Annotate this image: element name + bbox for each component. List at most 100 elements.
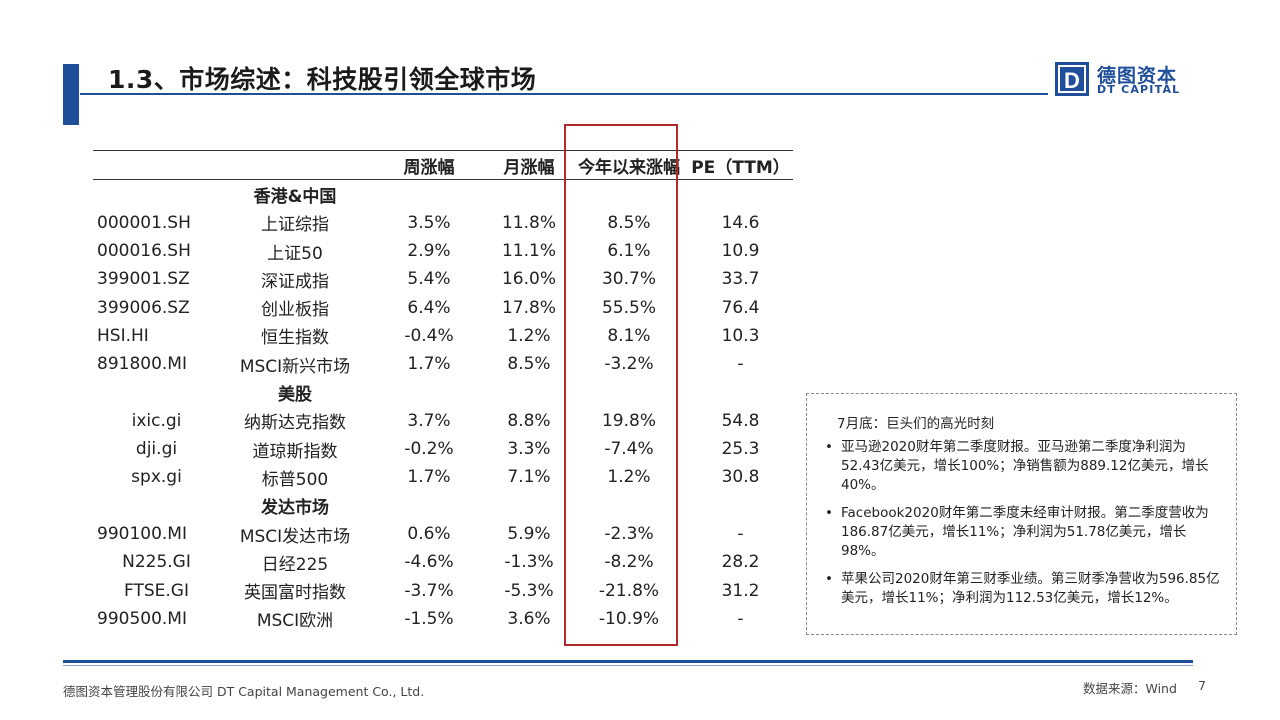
ytd-change: -10.9% — [598, 608, 660, 629]
index-code: 891800.MI — [97, 354, 187, 375]
weekly-change: 3.7% — [407, 410, 451, 431]
index-code: 399006.SZ — [97, 297, 190, 318]
column-header-ytd: 今年以来涨幅 — [578, 157, 680, 178]
index-name: MSCI发达市场 — [239, 526, 351, 547]
table-row: 399001.SZ 深证成指 5.4% 16.0% 30.7% 33.7 — [93, 265, 793, 293]
index-code: 990500.MI — [97, 608, 187, 629]
monthly-change: 3.6% — [507, 608, 551, 629]
index-name: 恒生指数 — [261, 328, 329, 349]
index-name: 英国富时指数 — [244, 583, 346, 604]
monthly-change: 8.8% — [507, 410, 551, 431]
ytd-change: -8.2% — [604, 552, 654, 573]
logo-chinese-name: 德图资本 — [1097, 65, 1178, 87]
weekly-change: 0.6% — [407, 524, 451, 544]
index-name: MSCI新兴市场 — [239, 356, 351, 377]
column-header-monthly: 月涨幅 — [503, 157, 555, 178]
ytd-change: 8.1% — [607, 325, 651, 346]
footer-rule-thin — [63, 665, 1193, 666]
footer-rule — [63, 660, 1193, 663]
table-row: HSI.HI 恒生指数 -0.4% 1.2% 8.1% 10.3 — [93, 322, 793, 350]
monthly-change: 3.3% — [507, 439, 551, 460]
pe-ttm: - — [737, 354, 744, 375]
ytd-change: -2.3% — [604, 524, 654, 544]
weekly-change: 2.9% — [407, 241, 451, 262]
weekly-change: 6.4% — [407, 297, 451, 318]
column-header-pe: PE（TTM） — [691, 157, 790, 178]
index-code: FTSE.GI — [124, 580, 189, 601]
pe-ttm: 33.7 — [721, 269, 760, 290]
page-number: 7 — [1198, 678, 1206, 693]
monthly-change: 11.8% — [501, 212, 556, 233]
column-header-weekly: 周涨幅 — [403, 157, 455, 178]
footer-company: 德图资本管理股份有限公司 DT Capital Management Co., … — [63, 684, 425, 699]
table-row: ixic.gi 纳斯达克指数 3.7% 8.8% 19.8% 54.8 — [93, 407, 793, 435]
table-row: N225.GI 日经225 -4.6% -1.3% -8.2% 28.2 — [93, 548, 793, 576]
index-code: dji.gi — [135, 439, 178, 460]
index-code: 000001.SH — [97, 212, 191, 233]
monthly-change: -5.3% — [504, 580, 554, 601]
index-name: 上证综指 — [261, 215, 329, 236]
footer-data-source: 数据来源：Wind — [1083, 681, 1177, 696]
group-row: 香港&中国 — [93, 180, 793, 209]
svg-text:D: D — [1064, 68, 1080, 93]
index-name: MSCI欧洲 — [256, 611, 334, 632]
pe-ttm: 28.2 — [721, 552, 760, 573]
index-name: 标普500 — [261, 469, 329, 490]
index-code: spx.gi — [131, 467, 182, 488]
column-header — [93, 151, 220, 180]
table-row: 990100.MI MSCI发达市场 0.6% 5.9% -2.3% - — [93, 520, 793, 548]
index-name: 深证成指 — [261, 271, 329, 292]
ytd-change: 30.7% — [601, 269, 656, 290]
title-underline — [80, 93, 1048, 95]
weekly-change: 5.4% — [407, 269, 451, 290]
monthly-change: 17.8% — [501, 297, 556, 318]
logo-english-name: DT CAPITAL — [1097, 83, 1181, 96]
table-row: 399006.SZ 创业板指 6.4% 17.8% 55.5% 76.4 — [93, 293, 793, 321]
table-row: FTSE.GI 英国富时指数 -3.7% -5.3% -21.8% 31.2 — [93, 576, 793, 604]
pe-ttm: 31.2 — [721, 580, 760, 601]
monthly-change: 1.2% — [507, 325, 551, 346]
pe-ttm: 10.9 — [721, 241, 760, 262]
note-item-facebook: Facebook2020财年第二季度未经审计财报。第二季度营收为186.87亿美… — [821, 504, 1221, 561]
pe-ttm: 30.8 — [721, 467, 760, 488]
ytd-change: 6.1% — [607, 241, 651, 262]
title-accent-bar — [63, 64, 79, 125]
pe-ttm: - — [737, 524, 744, 544]
index-name: 日经225 — [261, 554, 329, 575]
pe-ttm: 25.3 — [721, 439, 760, 460]
monthly-change: 11.1% — [501, 241, 556, 262]
weekly-change: 1.7% — [407, 467, 451, 488]
monthly-change: 7.1% — [507, 467, 551, 488]
note-item-amazon: 亚马逊2020财年第二季度财报。亚马逊第二季度净利润为52.43亿美元，增长10… — [821, 438, 1221, 495]
market-index-table: 周涨幅 月涨幅 今年以来涨幅 PE（TTM） 香港&中国 000001.SH 上证… — [93, 150, 793, 633]
pe-ttm: - — [737, 608, 744, 629]
index-name: 创业板指 — [261, 300, 329, 321]
pe-ttm: 76.4 — [721, 297, 760, 318]
monthly-change: 16.0% — [501, 269, 556, 290]
monthly-change: 8.5% — [507, 354, 551, 375]
group-row: 发达市场 — [93, 492, 793, 520]
index-name: 道琼斯指数 — [252, 441, 338, 462]
table-header-row: 周涨幅 月涨幅 今年以来涨幅 PE（TTM） — [93, 150, 793, 180]
group-row: 美股 — [93, 378, 793, 406]
monthly-change: -1.3% — [504, 552, 554, 573]
weekly-change: -0.4% — [404, 325, 454, 346]
column-header — [220, 151, 370, 180]
ytd-change: -7.4% — [604, 439, 654, 460]
weekly-change: -0.2% — [404, 439, 454, 460]
pe-ttm: 14.6 — [721, 212, 760, 233]
weekly-change: 1.7% — [407, 354, 451, 375]
table-row: 000001.SH 上证综指 3.5% 11.8% 8.5% 14.6 — [93, 209, 793, 237]
ytd-change: -21.8% — [598, 580, 660, 601]
ytd-change: 8.5% — [607, 212, 651, 233]
group-label: 发达市场 — [261, 498, 329, 519]
ytd-change: 55.5% — [601, 297, 656, 318]
index-name: 上证50 — [267, 243, 323, 264]
index-code: HSI.HI — [97, 325, 149, 346]
weekly-change: -4.6% — [404, 552, 454, 573]
table-row: spx.gi 标普500 1.7% 7.1% 1.2% 30.8 — [93, 463, 793, 491]
ytd-change: 1.2% — [607, 467, 651, 488]
note-title: 7月底：巨头们的高光时刻 — [837, 416, 995, 432]
group-label: 香港&中国 — [253, 186, 337, 207]
note-item-apple: 苹果公司2020财年第三财季业绩。第三财季净营收为596.85亿美元，增长11%… — [821, 570, 1221, 608]
